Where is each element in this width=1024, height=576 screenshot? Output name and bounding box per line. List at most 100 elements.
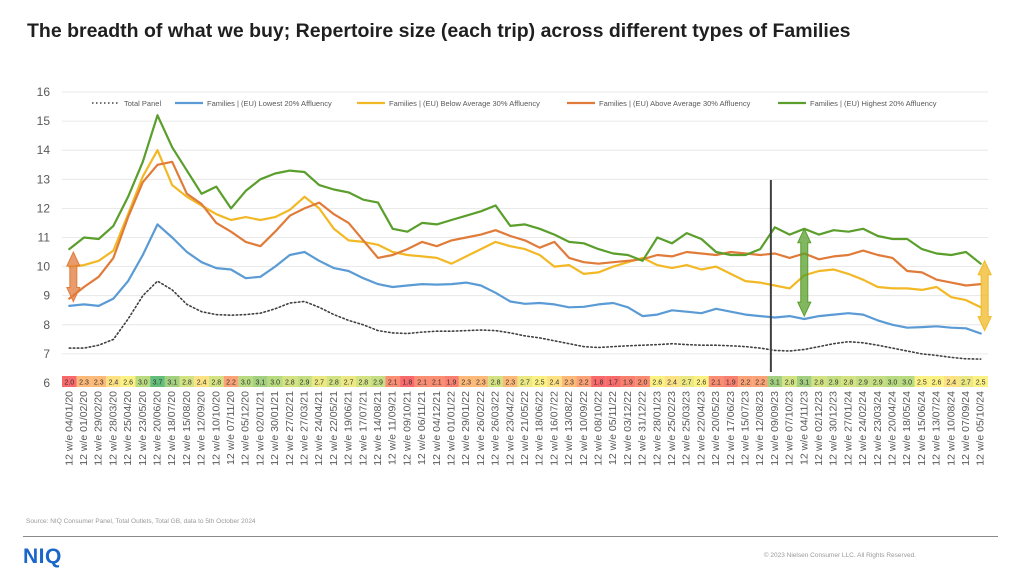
bottom-row-label: 2.3 xyxy=(505,380,515,387)
x-tick-label: 12 w/e 23/03/24 xyxy=(872,391,884,466)
bottom-row-label: 2.2 xyxy=(741,380,751,387)
bottom-row-cell xyxy=(311,376,327,387)
legend-label: Families | (EU) Highest 20% Affluency xyxy=(810,99,937,108)
x-tick-label: 12 w/e 07/10/23 xyxy=(784,391,796,466)
x-tick-label: 12 w/e 27/02/21 xyxy=(284,391,296,466)
x-tick-label: 12 w/e 19/06/21 xyxy=(343,391,355,466)
bottom-row-cell xyxy=(444,376,459,387)
bottom-row-cell xyxy=(914,376,930,387)
y-axis: 6 7 8 9 10 11 12 13 14 15 16 xyxy=(37,85,51,390)
range-arrows xyxy=(66,227,992,332)
bottom-row-label: 3.7 xyxy=(153,380,163,387)
bottom-row-cell xyxy=(253,376,268,387)
bottom-row-cell xyxy=(341,376,356,387)
bottom-row-cell xyxy=(885,376,900,387)
bottom-row-cell xyxy=(370,376,386,387)
x-tick-label: 12 w/e 23/05/20 xyxy=(137,391,149,466)
bottom-row-label: 1.7 xyxy=(608,380,618,387)
y-tick-label: 13 xyxy=(37,172,51,186)
bottom-row-cell xyxy=(694,376,709,387)
y-tick-label: 16 xyxy=(37,85,51,99)
x-tick-label: 12 w/e 01/02/20 xyxy=(78,391,90,466)
footer-divider xyxy=(23,536,998,537)
x-tick-label: 12 w/e 14/08/21 xyxy=(372,391,384,466)
y-tick-label: 10 xyxy=(37,260,51,274)
series-line-1 xyxy=(68,223,982,335)
x-tick-label: 12 w/e 04/11/23 xyxy=(798,391,810,465)
x-tick-label: 12 w/e 20/06/20 xyxy=(152,391,164,466)
bottom-row-cell xyxy=(811,376,827,387)
bottom-row-cell xyxy=(458,376,474,387)
bottom-row-cell xyxy=(106,376,121,387)
bottom-row-label: 3.0 xyxy=(888,380,898,387)
x-tick-label: 12 w/e 21/05/22 xyxy=(519,391,531,466)
bottom-row-label: 3.0 xyxy=(138,380,148,387)
bottom-row-label: 2.5 xyxy=(976,380,986,387)
x-tick-label: 12 w/e 03/12/22 xyxy=(622,391,634,466)
series-lines xyxy=(68,114,982,360)
bottom-row-cell xyxy=(855,376,871,387)
chart-title: The breadth of what we buy; Repertoire s… xyxy=(27,20,851,42)
bottom-row-label: 2.9 xyxy=(829,380,839,387)
bottom-row-label: 2.4 xyxy=(946,380,956,387)
bottom-row-label: 2.4 xyxy=(197,380,207,387)
range-arrow xyxy=(977,259,992,332)
bottom-row-cell xyxy=(238,376,254,387)
bottom-row-cell xyxy=(767,376,783,387)
bottom-row-label: 2.6 xyxy=(932,380,942,387)
bottom-row-label: 2.5 xyxy=(917,380,927,387)
bottom-row-cell xyxy=(561,376,577,387)
x-tick-label: 12 w/e 28/01/23 xyxy=(651,391,663,466)
gridlines xyxy=(62,91,988,384)
bottom-row-label: 2.8 xyxy=(358,380,368,387)
bottom-row-cell xyxy=(473,376,489,387)
x-tick-label: 12 w/e 26/02/22 xyxy=(475,391,487,466)
bottom-row-cell xyxy=(135,376,151,387)
bottom-row-cell xyxy=(91,376,107,387)
bottom-row-cell xyxy=(223,376,239,387)
y-tick-label: 9 xyxy=(43,289,50,303)
bottom-row-cell xyxy=(826,376,842,387)
bottom-row-label: 2.2 xyxy=(226,380,236,387)
bottom-row-label: 2.8 xyxy=(814,380,824,387)
x-tick-label: 12 w/e 30/12/23 xyxy=(828,391,840,466)
bottom-row-cell xyxy=(517,376,533,387)
x-tick-label: 12 w/e 07/11/20 xyxy=(225,391,237,465)
bottom-row-label: 1.8 xyxy=(594,380,604,387)
bottom-row-label: 3.0 xyxy=(902,380,912,387)
bottom-row-label: 2.2 xyxy=(579,380,589,387)
bottom-row-label: 2.3 xyxy=(564,380,574,387)
bottom-row-label: 3.0 xyxy=(241,380,251,387)
x-tick-label: 12 w/e 12/08/23 xyxy=(754,391,766,466)
bottom-row-cell xyxy=(899,376,915,387)
y-tick-label: 8 xyxy=(43,318,50,332)
bottom-row-cell xyxy=(870,376,886,387)
legend-label: Total Panel xyxy=(124,99,161,108)
bottom-row-cell xyxy=(591,376,606,387)
x-tick-label: 12 w/e 07/09/24 xyxy=(960,391,972,466)
bottom-row-cell xyxy=(782,376,797,387)
bottom-row-label: 2.1 xyxy=(432,380,442,387)
x-tick-label: 12 w/e 27/03/21 xyxy=(299,391,311,466)
bottom-row-cell xyxy=(973,376,988,387)
series-line-3 xyxy=(68,160,982,300)
bottom-row-cell xyxy=(488,376,503,387)
bottom-row-cell xyxy=(635,376,650,387)
bottom-row-cell xyxy=(547,376,562,387)
bottom-row-cell xyxy=(664,376,680,387)
x-axis: 12 w/e 04/01/20 12 w/e 01/02/20 12 w/e 29/… xyxy=(63,391,986,466)
bottom-row-label: 2.9 xyxy=(873,380,883,387)
range-arrow xyxy=(796,227,812,318)
bottom-row-label: 2.0 xyxy=(638,380,648,387)
x-tick-label: 12 w/e 01/01/22 xyxy=(446,391,458,466)
bottom-row-label: 2.3 xyxy=(79,380,89,387)
bottom-row-cell xyxy=(62,376,77,387)
x-tick-label: 12 w/e 18/05/24 xyxy=(901,391,913,466)
x-tick-label: 12 w/e 27/01/24 xyxy=(842,391,854,466)
bottom-row-cell xyxy=(194,376,209,387)
bottom-row-cell xyxy=(708,376,724,387)
bottom-row-label: 3.0 xyxy=(270,380,280,387)
legend-label: Families | (EU) Lowest 20% Affluency xyxy=(207,99,332,108)
bottom-row-cell xyxy=(179,376,195,387)
x-tick-label: 12 w/e 25/02/23 xyxy=(666,391,678,466)
